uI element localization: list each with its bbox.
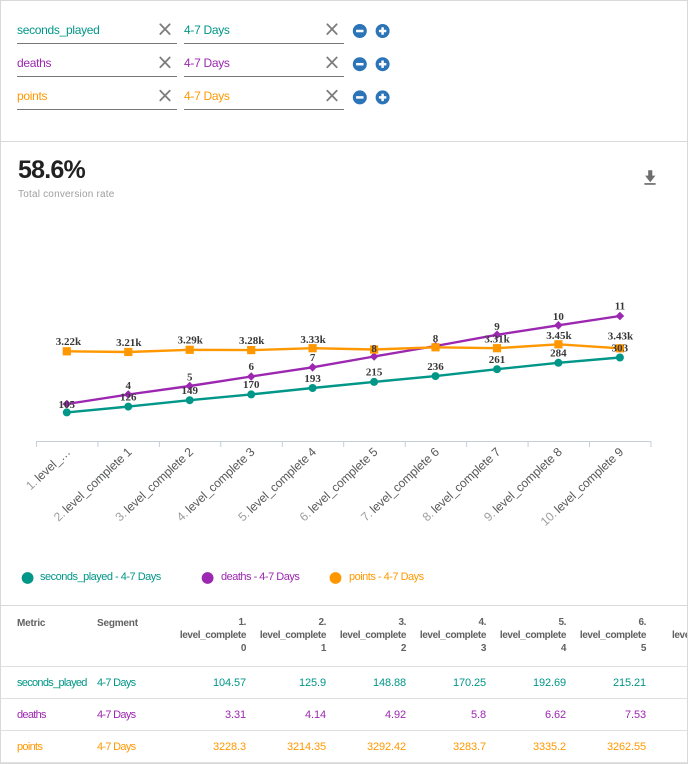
svg-text:9: 9 (494, 321, 500, 333)
svg-text:1. level_…: 1. level_… (23, 445, 73, 493)
svg-text:4: 4 (126, 380, 132, 392)
svg-text:3.45k: 3.45k (546, 330, 572, 342)
svg-text:3.29k: 3.29k (178, 335, 204, 347)
svg-text:8: 8 (433, 333, 439, 345)
svg-text:10: 10 (553, 311, 565, 323)
svg-text:193: 193 (304, 373, 321, 385)
svg-text:7: 7 (310, 352, 316, 364)
svg-text:5: 5 (187, 371, 193, 383)
svg-text:215: 215 (366, 367, 383, 379)
svg-text:170: 170 (243, 379, 260, 391)
svg-text:236: 236 (427, 361, 444, 373)
svg-text:261: 261 (489, 354, 506, 366)
svg-text:11: 11 (615, 301, 625, 313)
svg-text:3.31k: 3.31k (484, 333, 510, 345)
svg-text:303: 303 (612, 342, 629, 354)
svg-text:3.21k: 3.21k (116, 337, 142, 349)
svg-text:126: 126 (120, 391, 137, 403)
svg-text:3.28k: 3.28k (239, 335, 265, 347)
svg-text:3.22k: 3.22k (56, 336, 82, 348)
svg-text:8: 8 (371, 343, 377, 355)
svg-text:284: 284 (550, 348, 567, 360)
svg-text:105: 105 (59, 399, 76, 411)
svg-text:149: 149 (181, 385, 198, 397)
svg-text:3.43k: 3.43k (608, 331, 634, 343)
svg-text:3.33k: 3.33k (300, 334, 326, 346)
svg-text:6: 6 (248, 361, 254, 373)
